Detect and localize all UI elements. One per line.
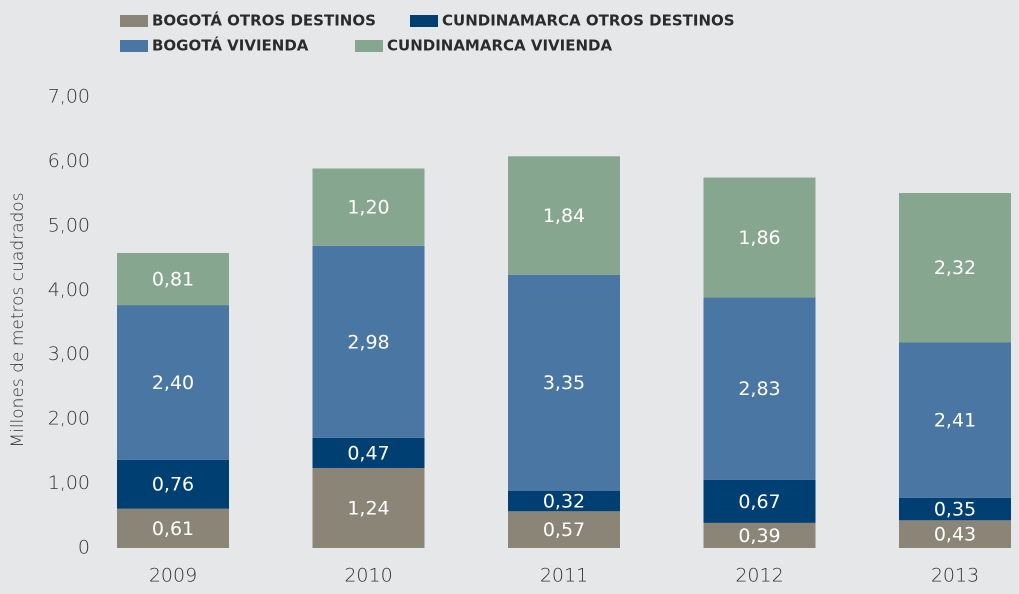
x-tick-label: 2012	[735, 565, 783, 587]
y-tick-label: 4,00	[48, 279, 90, 301]
bar-segment	[117, 305, 229, 460]
bar-segment	[508, 156, 620, 275]
y-tick-label: 0	[78, 537, 90, 559]
y-tick-label: 3,00	[48, 343, 90, 365]
y-tick-label: 1,00	[48, 472, 90, 494]
bar-segment	[312, 468, 425, 548]
bar-segment	[899, 520, 1011, 548]
legend-label: CUNDINAMARCA VIVIENDA	[387, 37, 612, 55]
bar-segment	[703, 479, 816, 523]
value-label: 0,47	[347, 442, 389, 464]
bar-segment	[508, 511, 620, 548]
value-label: 2,32	[934, 257, 976, 279]
x-tick-label: 2013	[931, 565, 979, 587]
y-tick-label: 7,00	[48, 86, 90, 108]
y-tick-label: 2,00	[48, 408, 90, 430]
x-tick-label: 2009	[149, 565, 197, 587]
value-label: 2,40	[152, 372, 194, 394]
bar-segment	[899, 192, 1011, 343]
bar-segment	[703, 177, 816, 298]
value-label: 2,41	[934, 410, 976, 432]
legend-swatch	[355, 40, 383, 52]
bar-segment	[508, 490, 620, 512]
legend-label: CUNDINAMARCA OTROS DESTINOS	[442, 12, 735, 30]
value-label: 0,67	[738, 491, 780, 513]
value-label: 0,57	[543, 519, 585, 541]
y-tick-label: 6,00	[48, 150, 90, 172]
bar-segment	[703, 522, 816, 548]
bar-segment	[312, 245, 425, 438]
value-label: 0,35	[934, 499, 976, 521]
value-label: 0,61	[152, 518, 194, 540]
bar-segment	[312, 437, 425, 469]
legend-label: BOGOTÁ OTROS DESTINOS	[152, 11, 376, 30]
value-label: 1,24	[347, 498, 389, 520]
value-label: 1,84	[543, 205, 585, 227]
bar-segment	[899, 342, 1011, 498]
value-label: 1,86	[738, 227, 780, 249]
value-label: 0,32	[543, 490, 585, 512]
bar-segment	[703, 297, 816, 480]
y-tick-label: 5,00	[48, 214, 90, 236]
legend-label: BOGOTÁ VIVIENDA	[152, 36, 309, 55]
x-tick-label: 2011	[540, 565, 588, 587]
value-label: 0,81	[152, 269, 194, 291]
value-label: 0,76	[152, 474, 194, 496]
bar-segment	[117, 459, 229, 509]
bar-segment	[117, 508, 229, 548]
bar-segment	[508, 274, 620, 491]
bar-segment	[117, 252, 229, 306]
legend-swatch	[120, 15, 148, 27]
value-label: 2,83	[738, 378, 780, 400]
legend-swatch	[120, 40, 148, 52]
value-label: 0,39	[738, 525, 780, 547]
legend-swatch	[410, 15, 438, 27]
value-label: 1,20	[347, 197, 389, 219]
x-tick-label: 2010	[344, 565, 392, 587]
value-label: 3,35	[543, 372, 585, 394]
y-axis-label: Millones de metros cuadrados	[8, 192, 28, 447]
bar-segment	[899, 497, 1011, 521]
bar-segment	[312, 168, 425, 246]
value-label: 0,43	[934, 524, 976, 546]
value-label: 2,98	[347, 331, 389, 353]
